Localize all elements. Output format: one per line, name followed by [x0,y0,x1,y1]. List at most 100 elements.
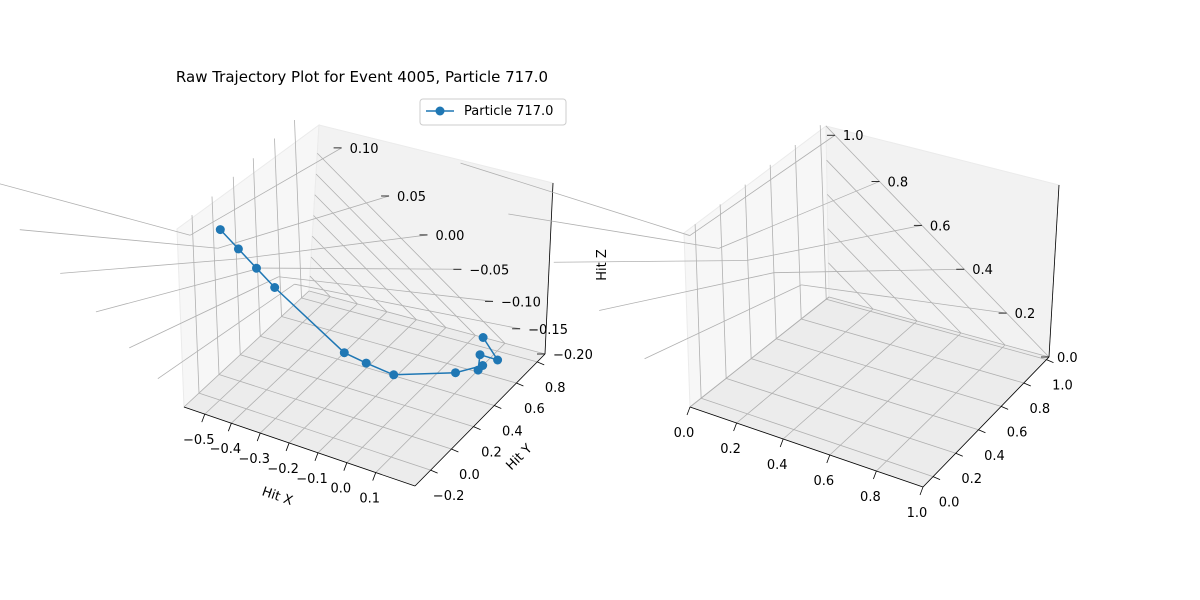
x-tick [285,442,290,452]
y-tick [430,469,438,474]
gridline-y-vertical [252,158,261,337]
y-tick [451,448,459,453]
y-tick-label: 0.6 [524,402,545,417]
y-tick-label: 0.6 [1007,425,1028,440]
gridline-x-vertical [315,173,476,336]
gridline-z [689,134,836,236]
gridline-y [826,298,1047,360]
gridline-z [308,290,546,355]
gridline-z-side [553,260,747,263]
gridline-y-vertical [274,138,282,317]
data-point [215,225,225,235]
left-z-axis-label: Hit Z [595,249,610,281]
gridline-x [782,320,918,440]
x-tick-label: −0.5 [183,433,215,448]
gridline-y [776,338,1002,407]
gridline-z-side [460,162,690,236]
gridline-y-vertical [211,196,220,375]
gridline-x-vertical [312,235,388,313]
x-tick-label: 0.0 [674,426,695,441]
gridline-x-vertical [828,262,874,310]
gridline-y [260,335,495,406]
y-tick [494,405,502,409]
legend-marker-swatch [435,106,445,116]
gridline-z [294,283,521,330]
data-point [252,263,261,273]
z-tick-label: −0.10 [501,295,541,310]
y-tick-label: 0.0 [459,468,480,483]
legend-entry-label: Particle 717.0 [464,104,553,119]
gridline-z [746,224,922,261]
gridline-x-vertical [310,256,358,305]
x-tick-label: 0.2 [720,442,741,457]
gridline-y [218,374,452,450]
gridline-y [301,297,538,363]
y-tick [1023,382,1031,387]
x-tick-label: −0.2 [267,462,299,477]
z-tick-label: −0.15 [528,323,568,338]
left-series-particle [215,225,503,380]
x-tick-label: 0.8 [860,490,881,505]
x-tick [779,438,784,448]
gridline-z-side [183,290,310,408]
left-gridlines [0,119,546,473]
gridline-x [288,319,417,444]
y-tick [473,426,481,430]
z-tick-label: −0.20 [553,348,593,363]
gridline-z [828,296,1050,358]
y-tick [932,476,941,480]
gridline-x [231,303,358,424]
y-tick-label: 0.4 [502,424,523,439]
x-tick-label: −0.4 [210,442,242,457]
x-tick [873,470,877,480]
gridline-x [876,344,1006,472]
left-3d-axes: −0.5−0.4−0.3−0.2−0.10.00.1 −0.20.00.20.40… [0,68,610,509]
left-y-axis-line [414,353,546,487]
gridline-y-vertical [769,164,777,339]
gridline-y [700,397,934,477]
x-tick-label: 0.1 [359,492,380,507]
right-ticks: 0.00.20.40.60.81.00.00.20.40.60.81.00.00… [674,129,1078,521]
gridline-x-vertical [313,215,417,320]
data-point [389,370,399,380]
y-tick-label: −0.2 [433,489,465,504]
gridline-x [736,308,874,424]
y-tick [1046,359,1054,363]
y-tick-label: 0.8 [1029,402,1050,417]
x-tick [826,454,831,464]
gridline-z-side [0,183,191,236]
data-point [361,358,371,368]
z-tick-label: 1.0 [843,129,864,144]
data-point [270,283,280,292]
gridline-y [726,378,956,454]
left-x-axis-line [183,406,416,487]
gridline-x-vertical [825,125,1050,358]
gridline-y-vertical [232,176,241,355]
gridline-z [190,147,342,236]
gridline-x-vertical [827,228,918,322]
gridline-x [259,311,388,434]
x-tick-label: 0.6 [813,474,834,489]
z-tick-label: 0.00 [435,229,464,244]
data-point [475,350,485,360]
right-gridlines [460,125,1050,488]
right-3d-axes: 0.00.20.40.60.81.00.00.20.40.60.81.00.00… [460,125,1078,521]
z-tick-label: 0.6 [930,219,951,234]
y-tick [1000,406,1009,410]
gridline-x [317,327,447,454]
data-point [339,348,349,358]
gridline-y [801,318,1024,384]
gridline-z [801,284,1007,314]
y-tick-label: 0.0 [939,496,960,511]
data-point [473,365,483,375]
gridline-z [240,234,428,260]
gridline-z-side [95,267,261,313]
gridline-y [198,392,431,471]
gridline-y-vertical [694,224,702,399]
x-tick [256,432,261,442]
x-tick-label: 0.0 [331,482,352,497]
x-tick [919,486,924,496]
gridline-z-side [157,283,295,380]
x-tick [733,422,737,432]
x-tick [343,462,348,471]
